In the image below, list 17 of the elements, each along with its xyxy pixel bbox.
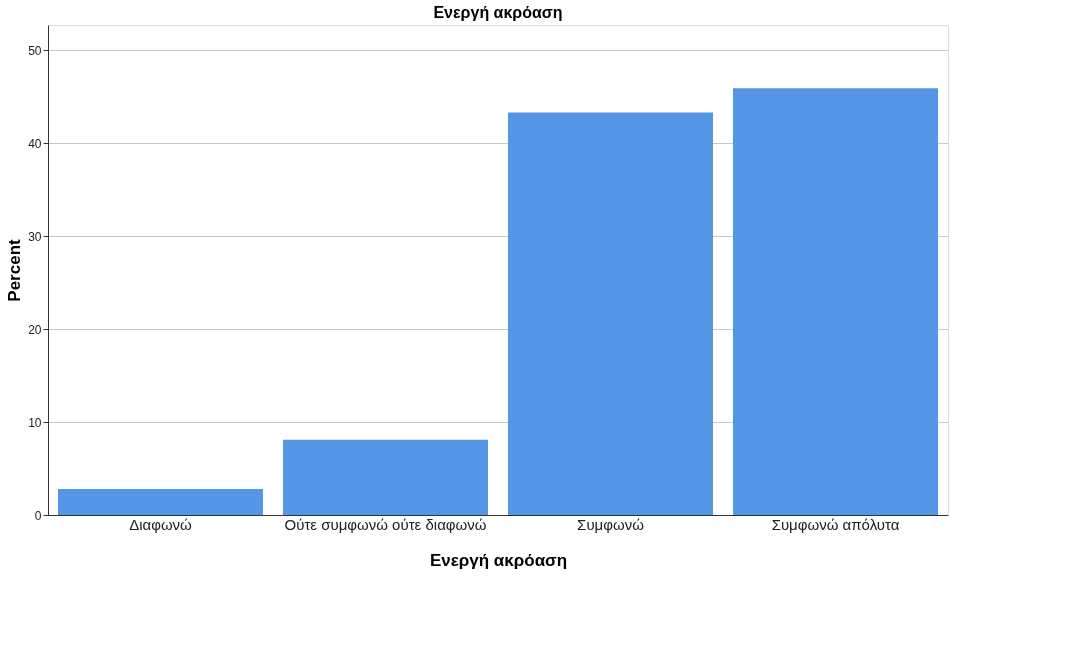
y-tick-label: 50	[28, 43, 42, 58]
y-tick-label: 10	[28, 415, 42, 430]
chart-title: Ενεργή ακρόαση	[433, 4, 563, 21]
x-tick-label: Διαφωνώ	[129, 515, 193, 533]
x-axis-title: Ενεργή ακρόαση	[429, 550, 568, 570]
bar	[733, 88, 938, 515]
y-tick-label: 30	[28, 229, 42, 244]
y-tick-label: 40	[28, 136, 42, 151]
y-tick-label: 20	[28, 322, 42, 337]
bar	[58, 488, 263, 515]
y-axis-title: Percent	[5, 238, 25, 302]
y-tick-label: 0	[34, 508, 42, 523]
x-tick-label: Συμφωνώ απόλυτα	[771, 515, 900, 533]
bar	[508, 112, 713, 515]
x-tick-label: Συμφωνώ	[577, 515, 645, 533]
bar	[283, 439, 488, 515]
x-tick-label: Ούτε συμφωνώ ούτε διαφωνώ	[284, 515, 487, 533]
